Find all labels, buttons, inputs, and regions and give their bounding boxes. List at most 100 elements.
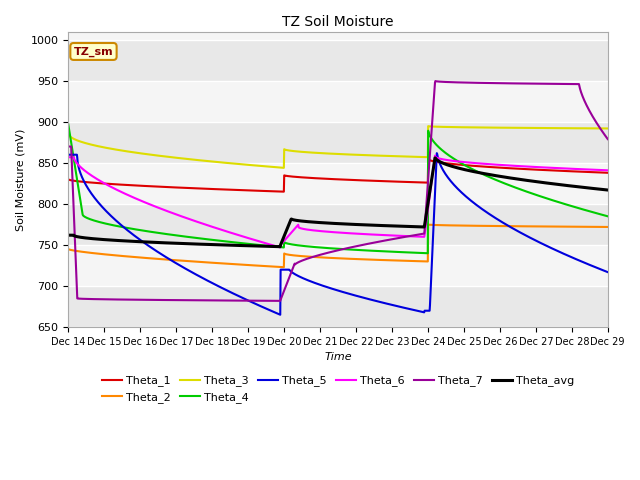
Theta_6: [106, 183, 114, 189]
Theta_2: [65, 246, 72, 252]
Theta_7: [431, 78, 439, 84]
Theta_avg: [604, 187, 612, 193]
Line: Theta_2: Theta_2: [68, 225, 608, 267]
Theta_5: [65, 152, 72, 157]
Theta_1: [128, 182, 136, 188]
Theta_7: [276, 298, 284, 304]
Theta_avg: [431, 155, 439, 161]
Theta_5: [433, 150, 441, 156]
Bar: [68, 286, 608, 327]
Theta_2: [280, 264, 288, 270]
Theta_4: [106, 222, 114, 228]
Theta_6: [604, 168, 612, 173]
Bar: [68, 40, 608, 81]
Theta_3: [604, 126, 612, 132]
Theta_5: [314, 281, 322, 287]
Theta_5: [276, 312, 284, 318]
Theta_7: [604, 136, 612, 142]
Theta_7: [128, 297, 136, 302]
Theta_2: [128, 254, 136, 260]
Text: TZ_sm: TZ_sm: [74, 47, 113, 57]
Theta_7: [305, 255, 312, 261]
Theta_3: [106, 145, 114, 151]
Theta_2: [294, 253, 301, 259]
Theta_avg: [305, 219, 312, 225]
Theta_1: [280, 189, 288, 194]
Bar: [68, 204, 608, 245]
Theta_6: [372, 232, 380, 238]
Theta_6: [305, 227, 312, 233]
Y-axis label: Soil Moisture (mV): Soil Moisture (mV): [15, 128, 25, 230]
Line: Theta_4: Theta_4: [68, 124, 608, 253]
Theta_3: [65, 131, 72, 136]
Theta_2: [305, 254, 312, 260]
Theta_5: [305, 278, 312, 284]
Theta_5: [294, 273, 301, 278]
Theta_1: [65, 177, 72, 182]
Theta_2: [424, 222, 432, 228]
Theta_3: [305, 149, 312, 155]
Theta_6: [431, 153, 439, 158]
Theta_avg: [294, 217, 301, 223]
Legend: Theta_1, Theta_2, Theta_3, Theta_4, Theta_5, Theta_6, Theta_7, Theta_avg: Theta_1, Theta_2, Theta_3, Theta_4, Thet…: [97, 371, 579, 408]
Theta_5: [128, 231, 136, 237]
Theta_avg: [372, 222, 380, 228]
Theta_7: [65, 144, 72, 149]
Bar: [68, 245, 608, 286]
Title: TZ Soil Moisture: TZ Soil Moisture: [282, 15, 394, 29]
Theta_7: [106, 297, 114, 302]
Theta_6: [276, 244, 284, 250]
Theta_3: [280, 165, 288, 171]
Theta_4: [305, 243, 312, 249]
Theta_4: [424, 251, 431, 256]
Theta_1: [372, 178, 380, 184]
Theta_6: [65, 154, 72, 160]
Line: Theta_avg: Theta_avg: [68, 158, 608, 247]
Theta_avg: [276, 244, 284, 250]
Theta_3: [372, 153, 380, 158]
Theta_1: [106, 181, 114, 187]
Theta_3: [294, 149, 301, 155]
Theta_3: [424, 123, 432, 129]
Bar: [68, 32, 608, 40]
Theta_3: [128, 149, 136, 155]
Theta_7: [372, 240, 380, 245]
Theta_2: [106, 252, 114, 258]
Bar: [68, 81, 608, 122]
Theta_1: [314, 176, 322, 181]
Theta_5: [106, 212, 114, 218]
Bar: [68, 122, 608, 163]
Theta_2: [314, 254, 322, 260]
Theta_4: [371, 248, 379, 254]
Theta_avg: [106, 237, 114, 243]
Theta_1: [294, 174, 301, 180]
Theta_5: [604, 269, 612, 275]
Theta_4: [293, 242, 301, 248]
Line: Theta_1: Theta_1: [68, 159, 608, 192]
Line: Theta_3: Theta_3: [68, 126, 608, 168]
Theta_2: [604, 224, 612, 230]
Theta_6: [294, 223, 301, 228]
Theta_2: [372, 257, 380, 263]
X-axis label: Time: Time: [324, 352, 352, 362]
Theta_7: [314, 252, 322, 258]
Theta_3: [314, 150, 322, 156]
Theta_4: [128, 226, 136, 232]
Theta_7: [294, 260, 301, 265]
Theta_4: [314, 244, 322, 250]
Theta_4: [604, 214, 612, 219]
Theta_4: [65, 121, 72, 127]
Theta_avg: [65, 232, 72, 238]
Theta_1: [604, 170, 612, 176]
Line: Theta_7: Theta_7: [68, 81, 608, 301]
Theta_1: [424, 156, 432, 162]
Theta_avg: [314, 219, 322, 225]
Bar: [68, 163, 608, 204]
Theta_avg: [128, 239, 136, 244]
Line: Theta_5: Theta_5: [68, 153, 608, 315]
Theta_1: [305, 175, 312, 180]
Theta_5: [372, 298, 380, 304]
Theta_6: [314, 228, 322, 234]
Theta_6: [128, 194, 136, 200]
Line: Theta_6: Theta_6: [68, 156, 608, 247]
